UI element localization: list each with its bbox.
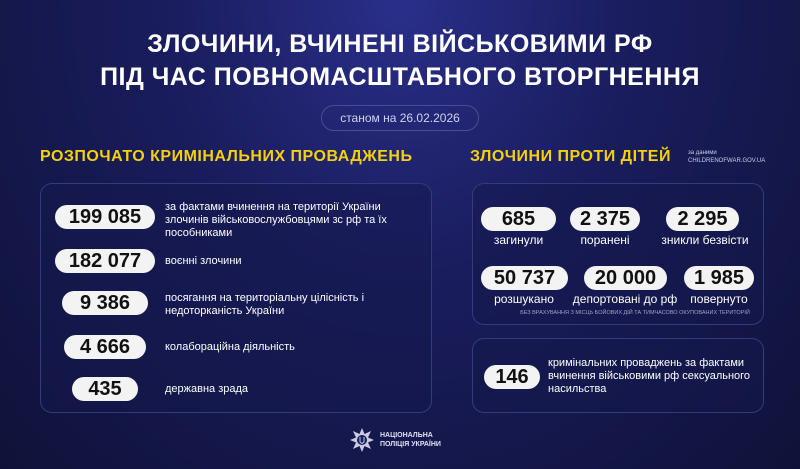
date-badge: станом на 26.02.2026 (321, 105, 479, 131)
police-star-icon (350, 428, 374, 452)
police-logo: НАЦІОНАЛЬНА ПОЛІЦІЯ УКРАЇНИ (350, 428, 441, 452)
stat-label: воєнні злочини (165, 255, 242, 267)
criminal-heading: РОЗПОЧАТО КРИМІНАЛЬНИХ ПРОВАДЖЕНЬ (40, 148, 413, 165)
stat-pill: 182 077 (55, 249, 155, 273)
stat-label: колабораційна діяльність (165, 341, 295, 353)
title-line1: ЗЛОЧИНИ, ВЧИНЕНІ ВІЙСЬКОВИМИ РФ (147, 30, 653, 58)
source-line1: за даними (688, 150, 717, 156)
stat-label: кримінальних проваджень за фактами вчине… (548, 357, 751, 395)
stat-pill: 50 737 (481, 266, 568, 290)
logo-line2: ПОЛІЦІЯ УКРАЇНИ (380, 441, 441, 448)
title-line2: ПІД ЧАС ПОВНОМАСШТАБНОГО ВТОРГНЕННЯ (100, 63, 700, 91)
stat-pill: 4 666 (64, 335, 146, 359)
stat-label: загинули (493, 233, 544, 247)
source-note: за даними CHILDRENOFWAR.GOV.UA (688, 149, 765, 165)
children-panel (472, 183, 764, 325)
children-footnote: БЕЗ ВРАХУВАННЯ З МІСЦЬ БОЙОВИХ ДІЙ ТА ТИ… (520, 310, 750, 316)
stat-pill: 9 386 (62, 291, 148, 315)
source-line2: CHILDRENOFWAR.GOV.UA (688, 158, 766, 164)
stat-pill: 685 (481, 207, 556, 231)
logo-line1: НАЦІОНАЛЬНА (380, 432, 433, 439)
stat-label: поранені (580, 233, 630, 247)
stat-pill: 435 (72, 377, 138, 401)
stat-label: розшукано (494, 292, 554, 306)
stat-label: посягання на територіальну цілісність і … (165, 292, 365, 317)
stat-pill: 1 985 (684, 266, 754, 290)
stat-label: повернуто (690, 292, 748, 306)
stat-pill: 146 (484, 365, 540, 389)
stat-pill: 199 085 (55, 205, 155, 229)
stat-label: за фактами вчинення на території України… (165, 201, 387, 239)
children-heading: ЗЛОЧИНИ ПРОТИ ДІТЕЙ (470, 148, 671, 165)
stat-label: державна зрада (165, 383, 249, 395)
stat-pill: 2 375 (570, 207, 640, 231)
stat-label: депортовані до рф (572, 292, 678, 306)
stat-pill: 20 000 (584, 266, 667, 290)
stat-pill: 2 295 (666, 207, 739, 231)
page-title: ЗЛОЧИНИ, ВЧИНЕНІ ВІЙСЬКОВИМИ РФ ПІД ЧАС П… (0, 28, 800, 94)
stat-label: зникли безвісти (661, 233, 749, 247)
